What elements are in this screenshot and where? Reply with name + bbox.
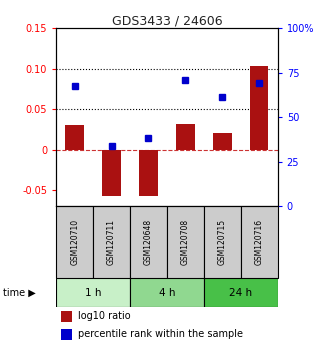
Bar	[176, 124, 195, 149]
Bar	[102, 149, 121, 196]
Text: time ▶: time ▶	[3, 288, 36, 298]
Text: 24 h: 24 h	[229, 288, 252, 298]
Text: GSM120710: GSM120710	[70, 219, 79, 265]
Text: GSM120711: GSM120711	[107, 219, 116, 265]
Text: GSM120708: GSM120708	[181, 219, 190, 265]
Bar	[93, 206, 130, 278]
Bar	[56, 206, 93, 278]
Bar	[139, 149, 158, 196]
Bar	[167, 206, 204, 278]
Bar	[65, 125, 84, 149]
Bar	[213, 133, 231, 149]
Text: log10 ratio: log10 ratio	[78, 311, 131, 321]
Bar	[61, 311, 72, 322]
Text: GSM120716: GSM120716	[255, 219, 264, 265]
Bar	[130, 278, 204, 307]
Bar	[204, 206, 241, 278]
Bar	[130, 206, 167, 278]
Text: percentile rank within the sample: percentile rank within the sample	[78, 329, 243, 339]
Text: GSM120715: GSM120715	[218, 219, 227, 265]
Bar	[204, 278, 278, 307]
Title: GDS3433 / 24606: GDS3433 / 24606	[112, 14, 222, 27]
Bar	[61, 329, 72, 341]
Text: 4 h: 4 h	[159, 288, 175, 298]
Text: GSM120648: GSM120648	[144, 219, 153, 265]
Bar	[250, 66, 268, 149]
Bar	[56, 278, 130, 307]
Text: 1 h: 1 h	[85, 288, 101, 298]
Bar	[241, 206, 278, 278]
